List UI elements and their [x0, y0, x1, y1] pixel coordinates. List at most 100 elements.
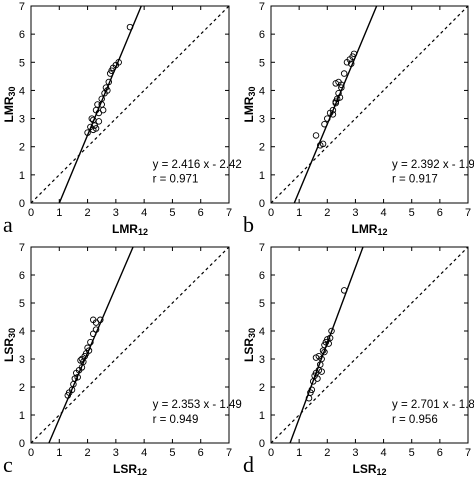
data-point: [95, 118, 103, 125]
y-tick-label: 6: [19, 29, 25, 41]
data-point: [99, 106, 107, 114]
x-tick-label: 7: [465, 447, 471, 459]
y-tick-label: 6: [19, 270, 25, 282]
x-tick-label: 1: [56, 447, 62, 459]
correlation-text: r = 0.971: [153, 174, 199, 186]
data-point: [332, 80, 339, 87]
x-tick-label: 3: [113, 207, 119, 219]
x-tick-label: 6: [437, 447, 443, 459]
panel-letter: d: [243, 452, 254, 477]
y-tick-label: 4: [19, 326, 25, 338]
x-tick-label: 5: [409, 207, 415, 219]
fit-equation: y = 2.353 x - 1.49: [153, 399, 242, 411]
y-tick-label: 3: [259, 114, 265, 126]
x-tick-label: 7: [226, 447, 232, 459]
data-point: [329, 106, 337, 114]
y-tick-label: 1: [19, 410, 25, 422]
x-tick-label: 2: [85, 207, 91, 219]
data-point: [126, 23, 134, 31]
data-point: [74, 373, 81, 381]
plot-frame: [30, 5, 230, 204]
correlation-text: r = 0.949: [153, 414, 199, 426]
x-tick-label: 0: [28, 447, 34, 459]
y-tick-label: 1: [19, 170, 25, 182]
y-tick-label: 2: [259, 142, 265, 154]
x-tick-label: 5: [169, 207, 175, 219]
y-tick-label: 3: [259, 354, 265, 366]
y-tick-label: 7: [259, 242, 265, 254]
plot-frame: [270, 5, 469, 204]
x-tick-label: 0: [28, 207, 34, 219]
data-point: [78, 364, 86, 371]
y-tick-label: 7: [259, 1, 265, 13]
y-tick-label: 6: [259, 270, 265, 282]
y-tick-label: 6: [259, 29, 265, 41]
y-tick-label: 7: [19, 242, 25, 254]
plot-frame: [270, 246, 469, 444]
x-tick-label: 3: [113, 447, 119, 459]
x-tick-label: 4: [381, 447, 387, 459]
data-point: [84, 129, 91, 136]
fit-equation: y = 2.701 x - 1.83: [392, 399, 474, 411]
x-tick-label: 1: [296, 447, 302, 459]
x-tick-label: 7: [226, 207, 232, 219]
x-tick-label: 1: [56, 207, 62, 219]
x-tick-label: 3: [352, 447, 358, 459]
panel-b: 0 1 2 3 4 5 6 7 0 1 2 3 4 5 6 7 y = 2.392 x - 1.98 r = 0.…: [242, 1, 474, 237]
y-tick-label: 5: [19, 57, 25, 69]
fit-equation: y = 2.392 x - 1.98: [392, 159, 474, 171]
x-tick-label: 2: [324, 447, 330, 459]
x-tick-label: 5: [169, 447, 175, 459]
fit-equation: y = 2.416 x - 2.42: [153, 159, 242, 171]
x-axis-label: LMR12: [351, 222, 387, 237]
panel-a: 0 1 2 3 4 5 6 7 0 1 2 3 4 5 6 7 y = 2.416 x - 2.42 r = 0.…: [2, 1, 242, 237]
y-tick-label: 4: [19, 85, 25, 97]
data-point: [315, 352, 323, 360]
data-point: [314, 375, 321, 382]
data-point: [329, 111, 337, 118]
identity-line: [271, 247, 468, 443]
correlation-text: r = 0.917: [392, 174, 438, 186]
x-tick-label: 6: [198, 447, 204, 459]
y-tick-label: 0: [19, 198, 25, 210]
y-tick-label: 7: [19, 1, 25, 13]
y-tick-label: 2: [19, 142, 25, 154]
data-point: [338, 84, 345, 91]
data-point: [350, 50, 358, 58]
data-point: [335, 89, 342, 97]
y-tick-label: 4: [259, 326, 265, 338]
data-point: [336, 94, 344, 101]
data-point: [347, 60, 355, 67]
x-tick-label: 5: [409, 447, 415, 459]
x-tick-label: 4: [381, 207, 387, 219]
data-point: [85, 347, 93, 354]
identity-line: [31, 6, 229, 203]
x-axis-label: LSR12: [352, 462, 386, 477]
data-point: [89, 116, 97, 124]
data-point: [319, 140, 327, 148]
x-tick-label: 2: [324, 207, 330, 219]
y-axis-label: LMR30: [2, 86, 17, 122]
y-tick-label: 2: [259, 382, 265, 394]
y-axis-label: LMR30: [242, 86, 257, 122]
data-point: [326, 334, 334, 342]
plot-frame: [30, 246, 230, 444]
data-point: [97, 316, 104, 324]
panel-d: 0 1 2 3 4 5 6 7 0 1 2 3 4 5 6 7 y = 2.701 x - 1.83 r = 0.…: [242, 242, 474, 477]
panel-letter: b: [243, 212, 254, 237]
x-tick-label: 0: [268, 447, 274, 459]
data-point: [87, 338, 94, 346]
data-point: [102, 84, 110, 91]
x-tick-label: 4: [141, 447, 147, 459]
data-point: [98, 95, 105, 103]
data-point: [340, 70, 348, 77]
data-point: [94, 101, 101, 108]
x-tick-label: 1: [296, 207, 302, 219]
data-point: [92, 326, 100, 333]
data-point: [321, 120, 328, 128]
panel-letter: c: [3, 452, 13, 477]
data-point: [115, 59, 122, 66]
x-tick-label: 6: [437, 207, 443, 219]
data-point: [92, 125, 100, 132]
